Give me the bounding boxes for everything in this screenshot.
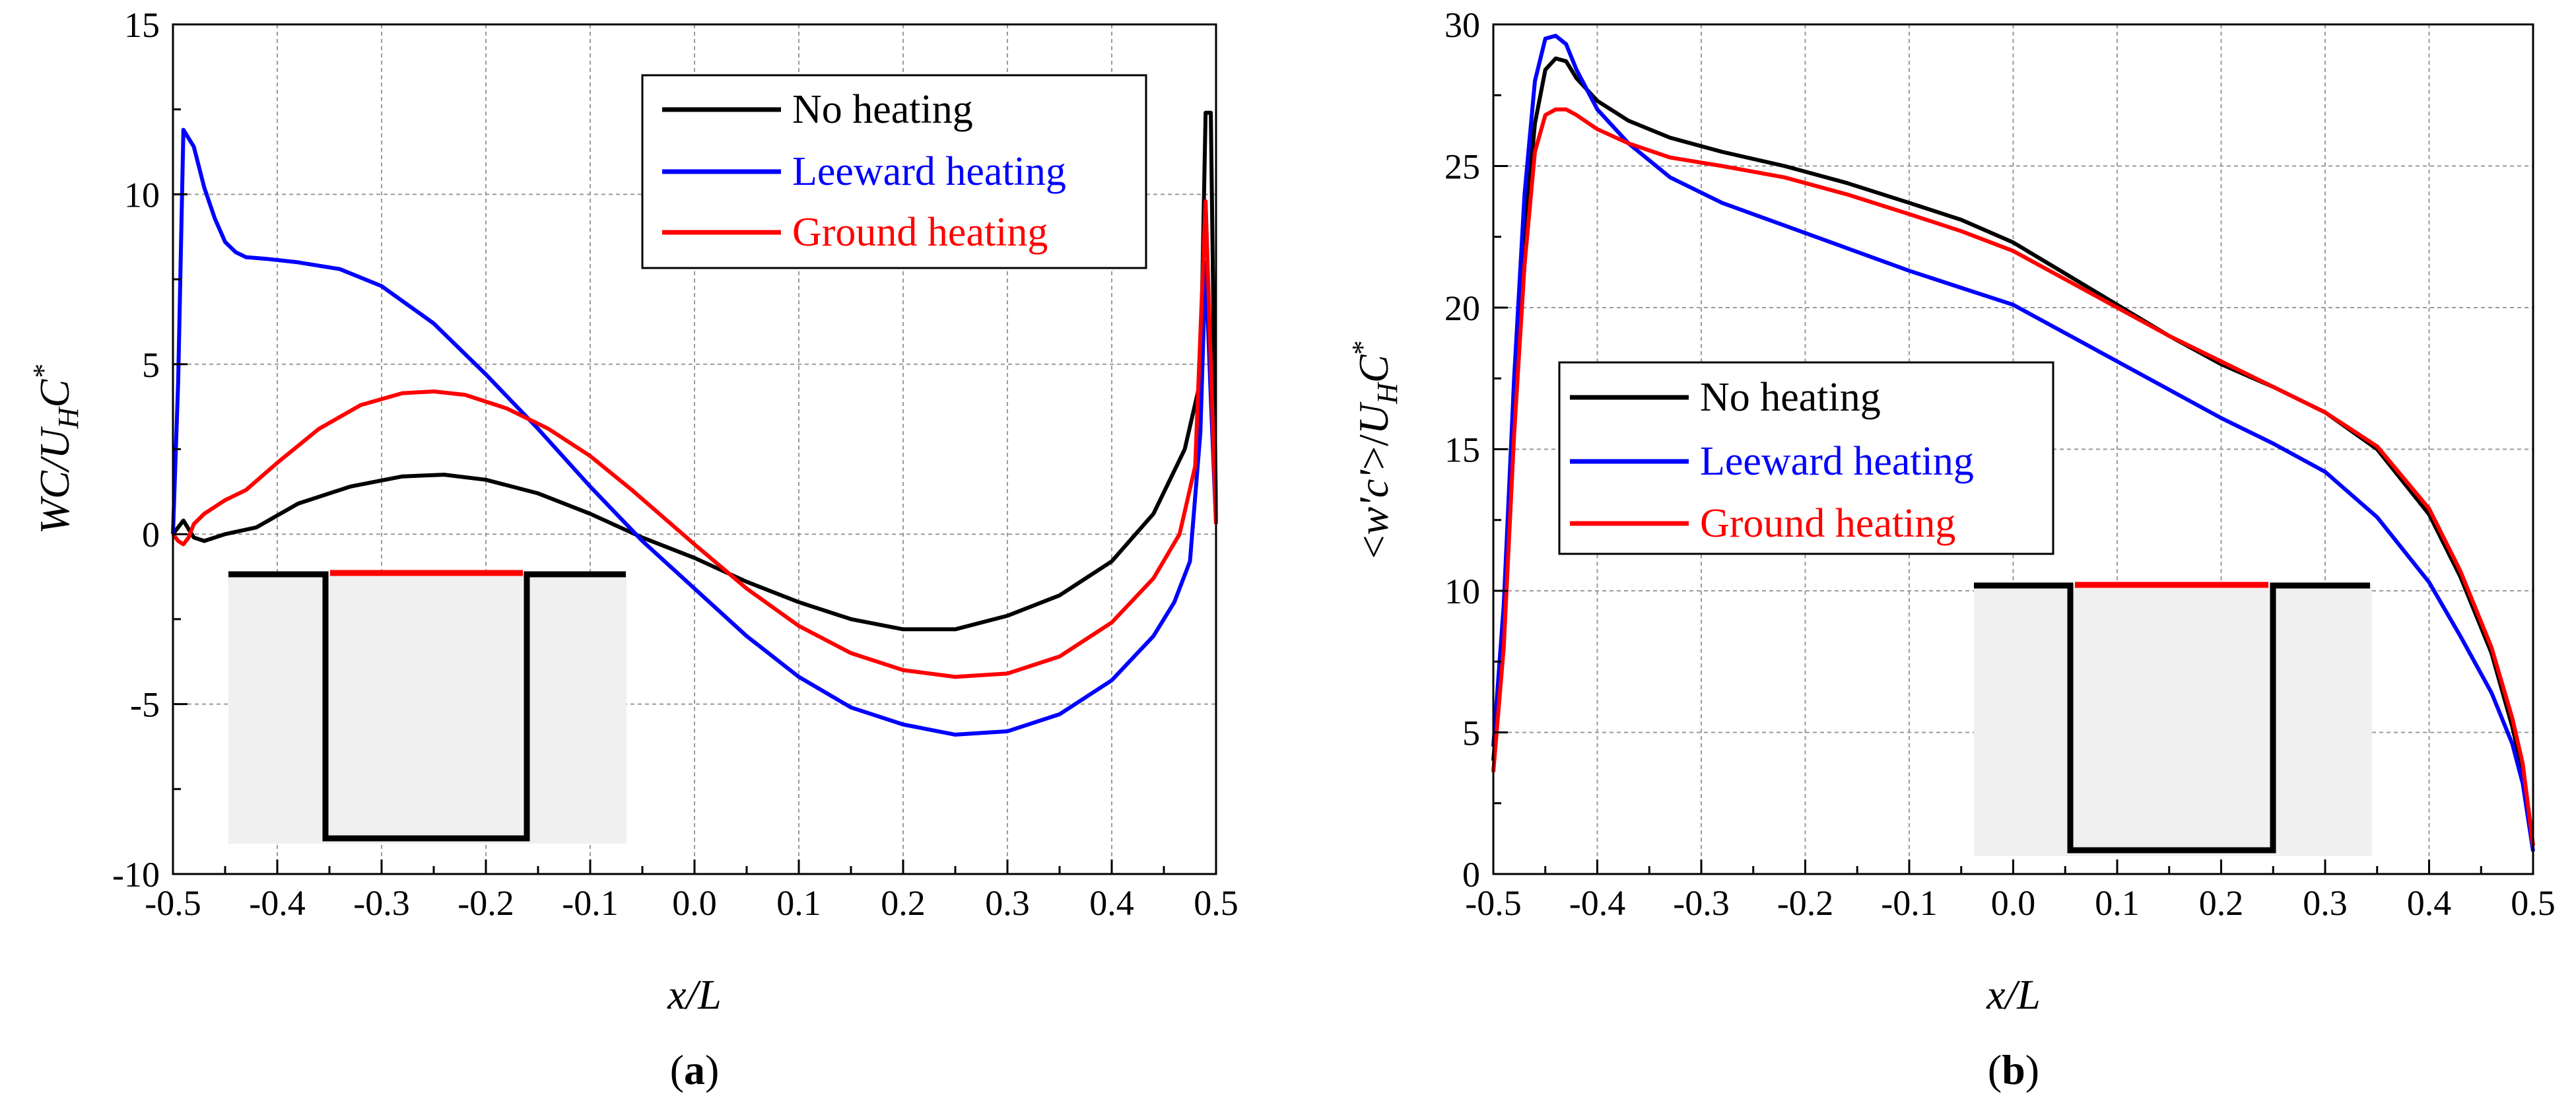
x-tick-label: -0.2 xyxy=(1777,883,1833,923)
panel-b-ticks xyxy=(1492,23,2534,875)
x-tick-label: -0.5 xyxy=(145,883,201,923)
x-tick-label: -0.2 xyxy=(458,883,514,923)
series-line-no-heating xyxy=(171,110,1218,632)
canyon-outline xyxy=(228,571,626,842)
legend-label-no-heating: No heating xyxy=(792,87,973,132)
legend-label-leeward-heating: Leeward heating xyxy=(792,149,1066,194)
y-tick-label: 25 xyxy=(1444,147,1480,187)
y-tick-label: 20 xyxy=(1444,288,1480,328)
x-tick-label: 0.4 xyxy=(2407,883,2452,923)
x-tick-label: -0.1 xyxy=(1881,883,1937,923)
x-tick-label: 0.1 xyxy=(776,883,821,923)
panel-b-canyon-inset xyxy=(1974,582,2372,856)
y-tick-label: 10 xyxy=(124,175,160,215)
x-tick-label: 0.2 xyxy=(2199,883,2244,923)
series-line-leeward-heating xyxy=(1491,34,2535,852)
panel-a-canyon-inset xyxy=(228,570,627,844)
panel-a-y-axis-title: WC/UHC* xyxy=(27,365,85,534)
x-tick-label: 0.4 xyxy=(1089,883,1134,923)
y-tick-label: 30 xyxy=(1444,5,1480,45)
x-tick-label: 0.0 xyxy=(1991,883,2036,923)
y-tick-label: 10 xyxy=(1444,572,1480,611)
x-tick-label: -0.5 xyxy=(1465,883,1521,923)
panel-a-x-tick-labels: -0.5 -0.4 -0.3 -0.2 -0.1 0.0 0.1 0.2 0.3 0.4 0.5 xyxy=(145,883,1238,923)
x-tick-label: 0.5 xyxy=(2511,883,2556,923)
x-tick-label: 0.1 xyxy=(2095,883,2140,923)
panel-b-label: (b) xyxy=(1988,1046,2039,1093)
panel-a-chart: -0.5 -0.4 -0.3 -0.2 -0.1 0.0 0.1 0.2 0.3 0.4 0.5 -… xyxy=(27,5,1238,1093)
panel-a-legend: No heating Leeward heating Ground heatin… xyxy=(641,74,1147,269)
x-tick-label: 0.3 xyxy=(985,883,1030,923)
series-line-leeward-heating xyxy=(171,127,1218,737)
panel-a-label: (a) xyxy=(670,1046,720,1093)
x-tick-label: -0.3 xyxy=(353,883,409,923)
x-tick-label: 0.2 xyxy=(881,883,926,923)
x-tick-label: -0.4 xyxy=(1569,883,1625,923)
legend-label-ground-heating: Ground heating xyxy=(792,210,1048,255)
y-tick-label: -10 xyxy=(112,855,160,894)
y-tick-label: 15 xyxy=(124,5,160,45)
panel-b-chart: -0.5 -0.4 -0.3 -0.2 -0.1 0.0 0.1 0.2 0.3 0.4 0.5 0… xyxy=(1346,5,2556,1093)
panel-a-series xyxy=(171,110,1218,737)
x-tick-label: 0.0 xyxy=(672,883,717,923)
y-tick-label: 5 xyxy=(1462,714,1480,753)
panel-b-x-tick-labels: -0.5 -0.4 -0.3 -0.2 -0.1 0.0 0.1 0.2 0.3 0.4 0.5 xyxy=(1465,883,2555,923)
series-line-ground-heating xyxy=(1491,107,2535,846)
panel-b-legend: No heating Leeward heating Ground heatin… xyxy=(1558,361,2054,555)
panel-b-series xyxy=(1491,34,2535,852)
canyon-outline xyxy=(1974,582,2370,854)
panel-b-y-axis-title: <w'c'>/UHC* xyxy=(1346,340,1404,558)
panel-a-x-axis-title: x/L xyxy=(667,971,722,1018)
legend-label-ground-heating: Ground heating xyxy=(1700,501,1955,546)
series-line-no-heating xyxy=(1491,56,2535,846)
legend-label-leeward-heating: Leeward heating xyxy=(1700,439,1974,484)
y-tick-label: 15 xyxy=(1444,430,1480,470)
y-tick-label: 5 xyxy=(142,345,160,385)
y-tick-label: 0 xyxy=(142,515,160,554)
x-tick-label: -0.4 xyxy=(249,883,305,923)
panel-b-x-axis-title: x/L xyxy=(1986,971,2041,1018)
x-tick-label: 0.3 xyxy=(2303,883,2348,923)
legend-label-no-heating: No heating xyxy=(1700,375,1881,420)
canyon-background xyxy=(228,573,627,844)
y-tick-label: -5 xyxy=(130,685,160,725)
canyon-background xyxy=(1974,584,2372,856)
x-tick-label: -0.3 xyxy=(1673,883,1729,923)
series-line-ground-heating xyxy=(171,199,1218,679)
y-tick-label: 0 xyxy=(1462,855,1480,894)
panel-a-y-tick-labels: -10 -5 0 5 10 15 xyxy=(112,5,160,894)
panel-b-y-tick-labels: 0 5 10 15 20 25 30 xyxy=(1444,5,1480,894)
x-tick-label: 0.5 xyxy=(1194,883,1238,923)
panel-a-ticks xyxy=(172,23,1217,875)
x-tick-label: -0.1 xyxy=(562,883,618,923)
